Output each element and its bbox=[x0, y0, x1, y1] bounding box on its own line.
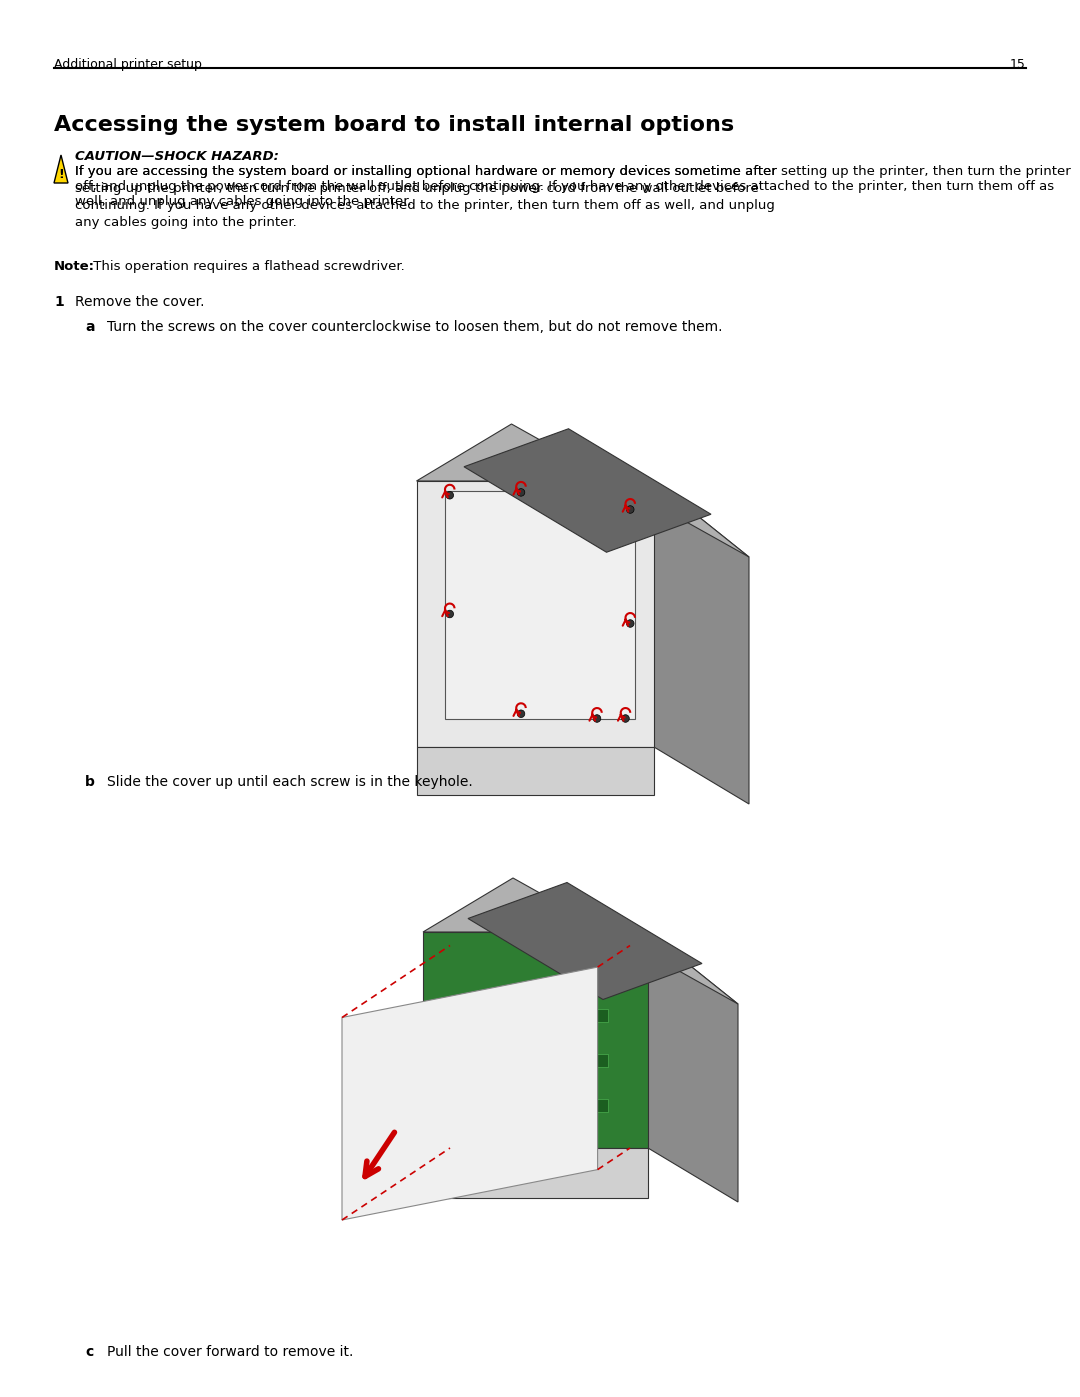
Bar bbox=[490, 1009, 509, 1023]
Polygon shape bbox=[54, 155, 68, 183]
Bar bbox=[590, 1009, 607, 1023]
Text: b: b bbox=[85, 775, 95, 789]
Polygon shape bbox=[423, 932, 648, 1148]
Bar bbox=[540, 1098, 558, 1112]
Polygon shape bbox=[417, 747, 654, 795]
Circle shape bbox=[517, 710, 525, 718]
Polygon shape bbox=[342, 967, 597, 1220]
Circle shape bbox=[626, 620, 634, 627]
Circle shape bbox=[626, 506, 634, 513]
Text: c: c bbox=[85, 1345, 93, 1359]
Circle shape bbox=[517, 489, 525, 496]
Text: Pull the cover forward to remove it.: Pull the cover forward to remove it. bbox=[107, 1345, 353, 1359]
Circle shape bbox=[622, 715, 630, 722]
Text: CAUTION—SHOCK HAZARD:: CAUTION—SHOCK HAZARD: bbox=[75, 149, 279, 163]
Bar bbox=[490, 1098, 509, 1112]
Bar bbox=[490, 1053, 509, 1067]
Polygon shape bbox=[468, 883, 702, 999]
Text: Accessing the system board to install internal options: Accessing the system board to install in… bbox=[54, 115, 734, 136]
Text: any cables going into the printer.: any cables going into the printer. bbox=[75, 217, 297, 229]
Polygon shape bbox=[445, 490, 635, 718]
Text: Additional printer setup: Additional printer setup bbox=[54, 59, 202, 71]
Bar bbox=[540, 1009, 558, 1023]
Bar bbox=[441, 1053, 459, 1067]
Polygon shape bbox=[464, 429, 711, 552]
Polygon shape bbox=[417, 481, 654, 747]
Polygon shape bbox=[423, 877, 738, 1004]
Text: 1: 1 bbox=[54, 295, 64, 309]
Bar bbox=[590, 1053, 607, 1067]
Polygon shape bbox=[654, 481, 750, 805]
Text: a: a bbox=[85, 320, 95, 334]
Text: Turn the screws on the cover counterclockwise to loosen them, but do not remove : Turn the screws on the cover countercloc… bbox=[107, 320, 723, 334]
Text: If you are accessing the system board or installing optional hardware or memory : If you are accessing the system board or… bbox=[75, 165, 1070, 208]
Text: Remove the cover.: Remove the cover. bbox=[75, 295, 204, 309]
Bar bbox=[441, 1009, 459, 1023]
Circle shape bbox=[593, 715, 600, 722]
Polygon shape bbox=[417, 425, 750, 557]
Text: 15: 15 bbox=[1010, 59, 1026, 71]
Polygon shape bbox=[648, 932, 738, 1201]
Text: If you are accessing the system board or installing optional hardware or memory : If you are accessing the system board or… bbox=[75, 165, 777, 177]
Text: !: ! bbox=[58, 169, 64, 182]
Text: setting up the printer, then turn the printer off, and unplug the power cord fro: setting up the printer, then turn the pr… bbox=[75, 182, 759, 196]
Text: This operation requires a flathead screwdriver.: This operation requires a flathead screw… bbox=[89, 260, 405, 272]
Bar bbox=[441, 1098, 459, 1112]
Bar bbox=[590, 1098, 607, 1112]
Text: Slide the cover up until each screw is in the keyhole.: Slide the cover up until each screw is i… bbox=[107, 775, 473, 789]
Circle shape bbox=[446, 492, 454, 499]
Polygon shape bbox=[423, 1148, 648, 1197]
Text: Note:: Note: bbox=[54, 260, 95, 272]
Bar bbox=[540, 1053, 558, 1067]
Circle shape bbox=[446, 610, 454, 617]
Text: continuing. If you have any other devices attached to the printer, then turn the: continuing. If you have any other device… bbox=[75, 198, 774, 212]
